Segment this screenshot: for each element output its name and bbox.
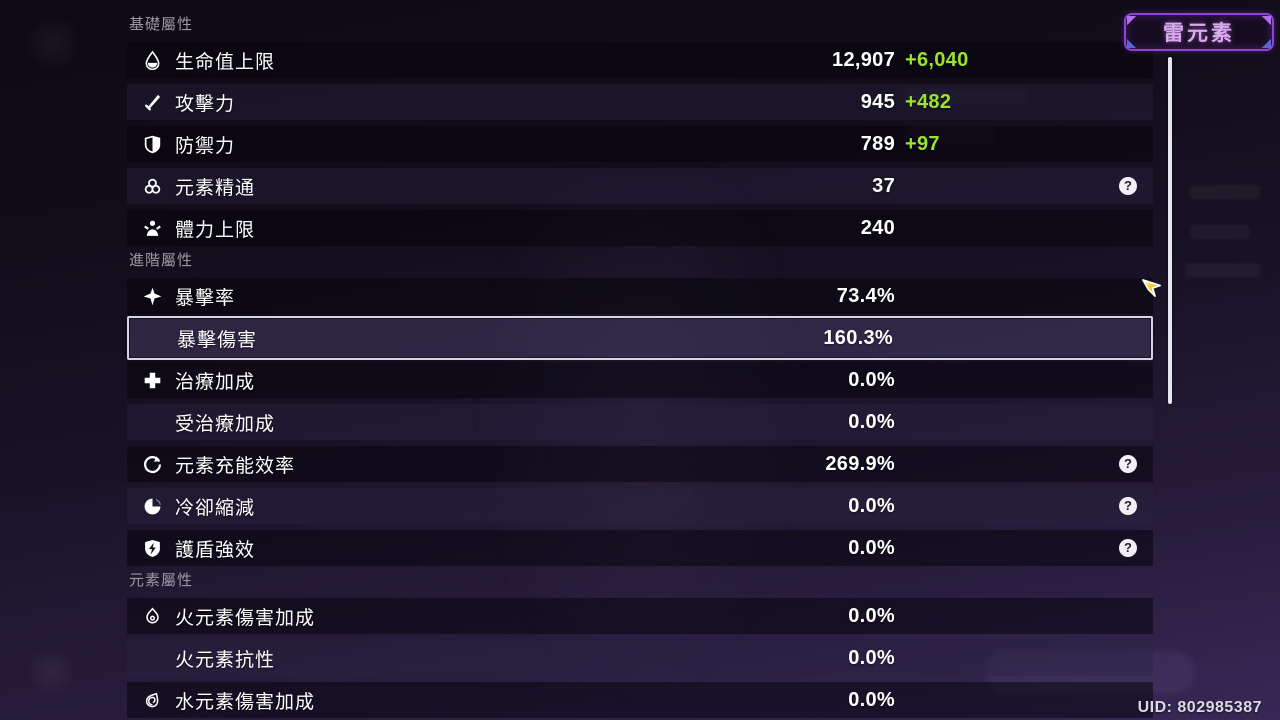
- cooldown-reduction-icon: [142, 496, 162, 516]
- help-question-icon[interactable]: ?: [1119, 177, 1137, 195]
- stat-value: 0.0%: [848, 494, 895, 517]
- mouse-cursor-icon: [1140, 277, 1164, 301]
- element-type-badge: 雷元素: [1124, 13, 1274, 51]
- stat-value: 240: [860, 216, 895, 239]
- stat-label: 火元素抗性: [175, 649, 276, 671]
- stat-value: 0.0%: [848, 410, 895, 433]
- stat-label: 水元素傷害加成: [175, 691, 316, 713]
- stat-bonus-value: +482: [905, 90, 952, 113]
- stat-row[interactable]: 生命值上限 12,907 +6,040: [127, 42, 1153, 78]
- stat-row[interactable]: 防禦力 789 +97: [127, 126, 1153, 162]
- stat-row[interactable]: 體力上限 240: [127, 210, 1153, 246]
- section-title: 進階屬性: [129, 252, 194, 269]
- stat-label: 體力上限: [175, 219, 256, 241]
- background-button-ghost: [24, 644, 78, 698]
- stat-bonus-value: +97: [905, 132, 940, 155]
- element-badge-label: 雷元素: [1163, 22, 1235, 45]
- stat-label: 受治療加成: [175, 413, 276, 435]
- stats-section: 基礎屬性生命值上限 12,907 +6,040 攻擊力 945 +482 防禦力 789 +97…: [127, 16, 1153, 246]
- stat-label: 暴擊率: [175, 287, 236, 309]
- background-emblem-ghost: [22, 12, 84, 74]
- stat-row[interactable]: 水元素傷害加成 0.0%: [127, 682, 1153, 718]
- stat-value: 269.9%: [825, 452, 895, 475]
- stat-row[interactable]: 暴擊傷害 160.3%: [127, 316, 1153, 360]
- badge-corner-accent: [1127, 39, 1136, 48]
- stat-value: 0.0%: [848, 646, 895, 669]
- help-question-icon[interactable]: ?: [1119, 497, 1137, 515]
- stat-row[interactable]: 護盾強效 0.0%?: [127, 530, 1153, 566]
- stat-label: 治療加成: [175, 371, 256, 393]
- stat-row[interactable]: 元素精通 37?: [127, 168, 1153, 204]
- stat-row[interactable]: 攻擊力 945 +482: [127, 84, 1153, 120]
- stat-value: 945: [860, 90, 895, 113]
- stamina-icon: [142, 218, 162, 238]
- badge-corner-accent: [1262, 16, 1271, 25]
- elemental-mastery-icon: [142, 176, 162, 196]
- stat-value: 73.4%: [836, 284, 895, 307]
- stat-row[interactable]: 冷卻縮減 0.0%?: [127, 488, 1153, 524]
- stat-label: 冷卻縮減: [175, 497, 256, 519]
- stat-label: 火元素傷害加成: [175, 607, 316, 629]
- defense-shield-icon: [142, 134, 162, 154]
- scrollbar-thumb[interactable]: [1168, 57, 1172, 404]
- stat-value: 0.0%: [848, 604, 895, 627]
- attack-sword-icon: [142, 92, 162, 112]
- stat-value: 12,907: [832, 48, 895, 71]
- background-text-ghost: [1190, 225, 1250, 239]
- stat-row[interactable]: 火元素抗性 0.0%: [127, 640, 1153, 676]
- stat-row[interactable]: 受治療加成 0.0%: [127, 404, 1153, 440]
- stat-label: 防禦力: [175, 135, 236, 157]
- section-title: 基礎屬性: [129, 16, 194, 33]
- stat-value: 0.0%: [848, 688, 895, 711]
- stats-section: 元素屬性火元素傷害加成 0.0% 火元素抗性 0.0% 水元素傷害加成 0.0%: [127, 572, 1153, 718]
- stat-row[interactable]: 治療加成 0.0%: [127, 362, 1153, 398]
- stat-bonus-value: +6,040: [905, 48, 969, 71]
- stat-row[interactable]: 元素充能效率 269.9%?: [127, 446, 1153, 482]
- stat-label: 元素充能效率: [175, 455, 296, 477]
- uid-label: UID: 802985387: [1137, 699, 1262, 716]
- stat-label: 暴擊傷害: [177, 329, 258, 351]
- hydro-icon: [142, 690, 162, 710]
- section-title: 元素屬性: [129, 572, 194, 589]
- stat-row[interactable]: 暴擊率 73.4%: [127, 278, 1153, 314]
- badge-corner-accent: [1127, 16, 1136, 25]
- stat-label: 元素精通: [175, 177, 256, 199]
- stats-section: 進階屬性暴擊率 73.4% 暴擊傷害 160.3% 治療加成 0.0% 受治療加成 0.0% 元…: [127, 252, 1153, 566]
- healing-bonus-icon: [142, 370, 162, 390]
- stat-label: 生命值上限: [175, 51, 276, 73]
- stat-value: 0.0%: [848, 536, 895, 559]
- stat-label: 護盾強效: [175, 539, 256, 561]
- character-attributes-panel: 基礎屬性生命值上限 12,907 +6,040 攻擊力 945 +482 防禦力 789 +97…: [127, 16, 1153, 720]
- background-text-ghost: [1190, 185, 1260, 199]
- shield-strength-icon: [142, 538, 162, 558]
- badge-corner-accent: [1262, 39, 1271, 48]
- stat-value: 0.0%: [848, 368, 895, 391]
- stat-value: 789: [860, 132, 895, 155]
- pyro-icon: [142, 606, 162, 626]
- stat-label: 攻擊力: [175, 93, 236, 115]
- crit-rate-icon: [142, 286, 162, 306]
- energy-recharge-icon: [142, 454, 162, 474]
- stat-value: 37: [872, 174, 895, 197]
- hp-drop-icon: [142, 50, 162, 70]
- help-question-icon[interactable]: ?: [1119, 539, 1137, 557]
- background-text-ghost: [1185, 263, 1260, 277]
- stat-value: 160.3%: [823, 326, 893, 349]
- stat-row[interactable]: 火元素傷害加成 0.0%: [127, 598, 1153, 634]
- help-question-icon[interactable]: ?: [1119, 455, 1137, 473]
